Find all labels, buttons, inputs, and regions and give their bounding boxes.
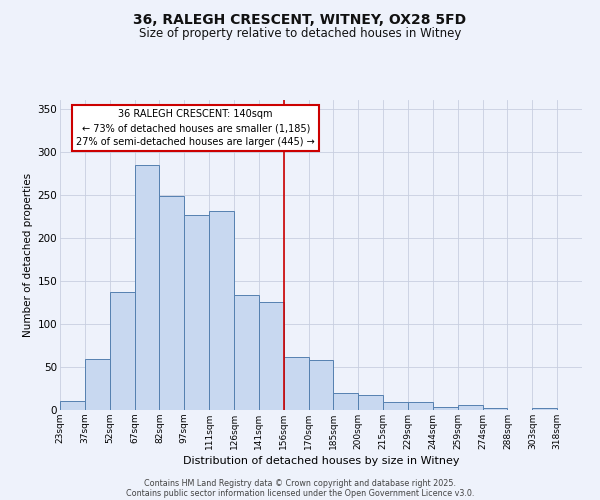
Bar	[433, 406, 458, 410]
Bar	[209, 211, 234, 410]
Bar	[308, 360, 334, 410]
Text: Contains HM Land Registry data © Crown copyright and database right 2025.: Contains HM Land Registry data © Crown c…	[144, 478, 456, 488]
Bar	[482, 408, 508, 410]
Bar	[532, 408, 557, 410]
Text: 36 RALEGH CRESCENT: 140sqm
← 73% of detached houses are smaller (1,185)
27% of s: 36 RALEGH CRESCENT: 140sqm ← 73% of deta…	[76, 110, 315, 148]
Text: 36, RALEGH CRESCENT, WITNEY, OX28 5FD: 36, RALEGH CRESCENT, WITNEY, OX28 5FD	[133, 12, 467, 26]
Bar	[134, 164, 160, 410]
Text: Contains public sector information licensed under the Open Government Licence v3: Contains public sector information licen…	[126, 488, 474, 498]
Bar	[184, 216, 209, 410]
Bar	[234, 294, 259, 410]
Y-axis label: Number of detached properties: Number of detached properties	[23, 173, 34, 337]
Bar	[383, 402, 408, 410]
Bar	[284, 356, 308, 410]
Bar	[458, 405, 482, 410]
Bar	[160, 196, 184, 410]
Bar	[334, 393, 358, 410]
Text: Size of property relative to detached houses in Witney: Size of property relative to detached ho…	[139, 28, 461, 40]
Bar	[259, 302, 284, 410]
Bar	[110, 292, 134, 410]
X-axis label: Distribution of detached houses by size in Witney: Distribution of detached houses by size …	[183, 456, 459, 466]
Bar	[358, 396, 383, 410]
Bar	[85, 359, 110, 410]
Bar	[60, 402, 85, 410]
Bar	[408, 402, 433, 410]
